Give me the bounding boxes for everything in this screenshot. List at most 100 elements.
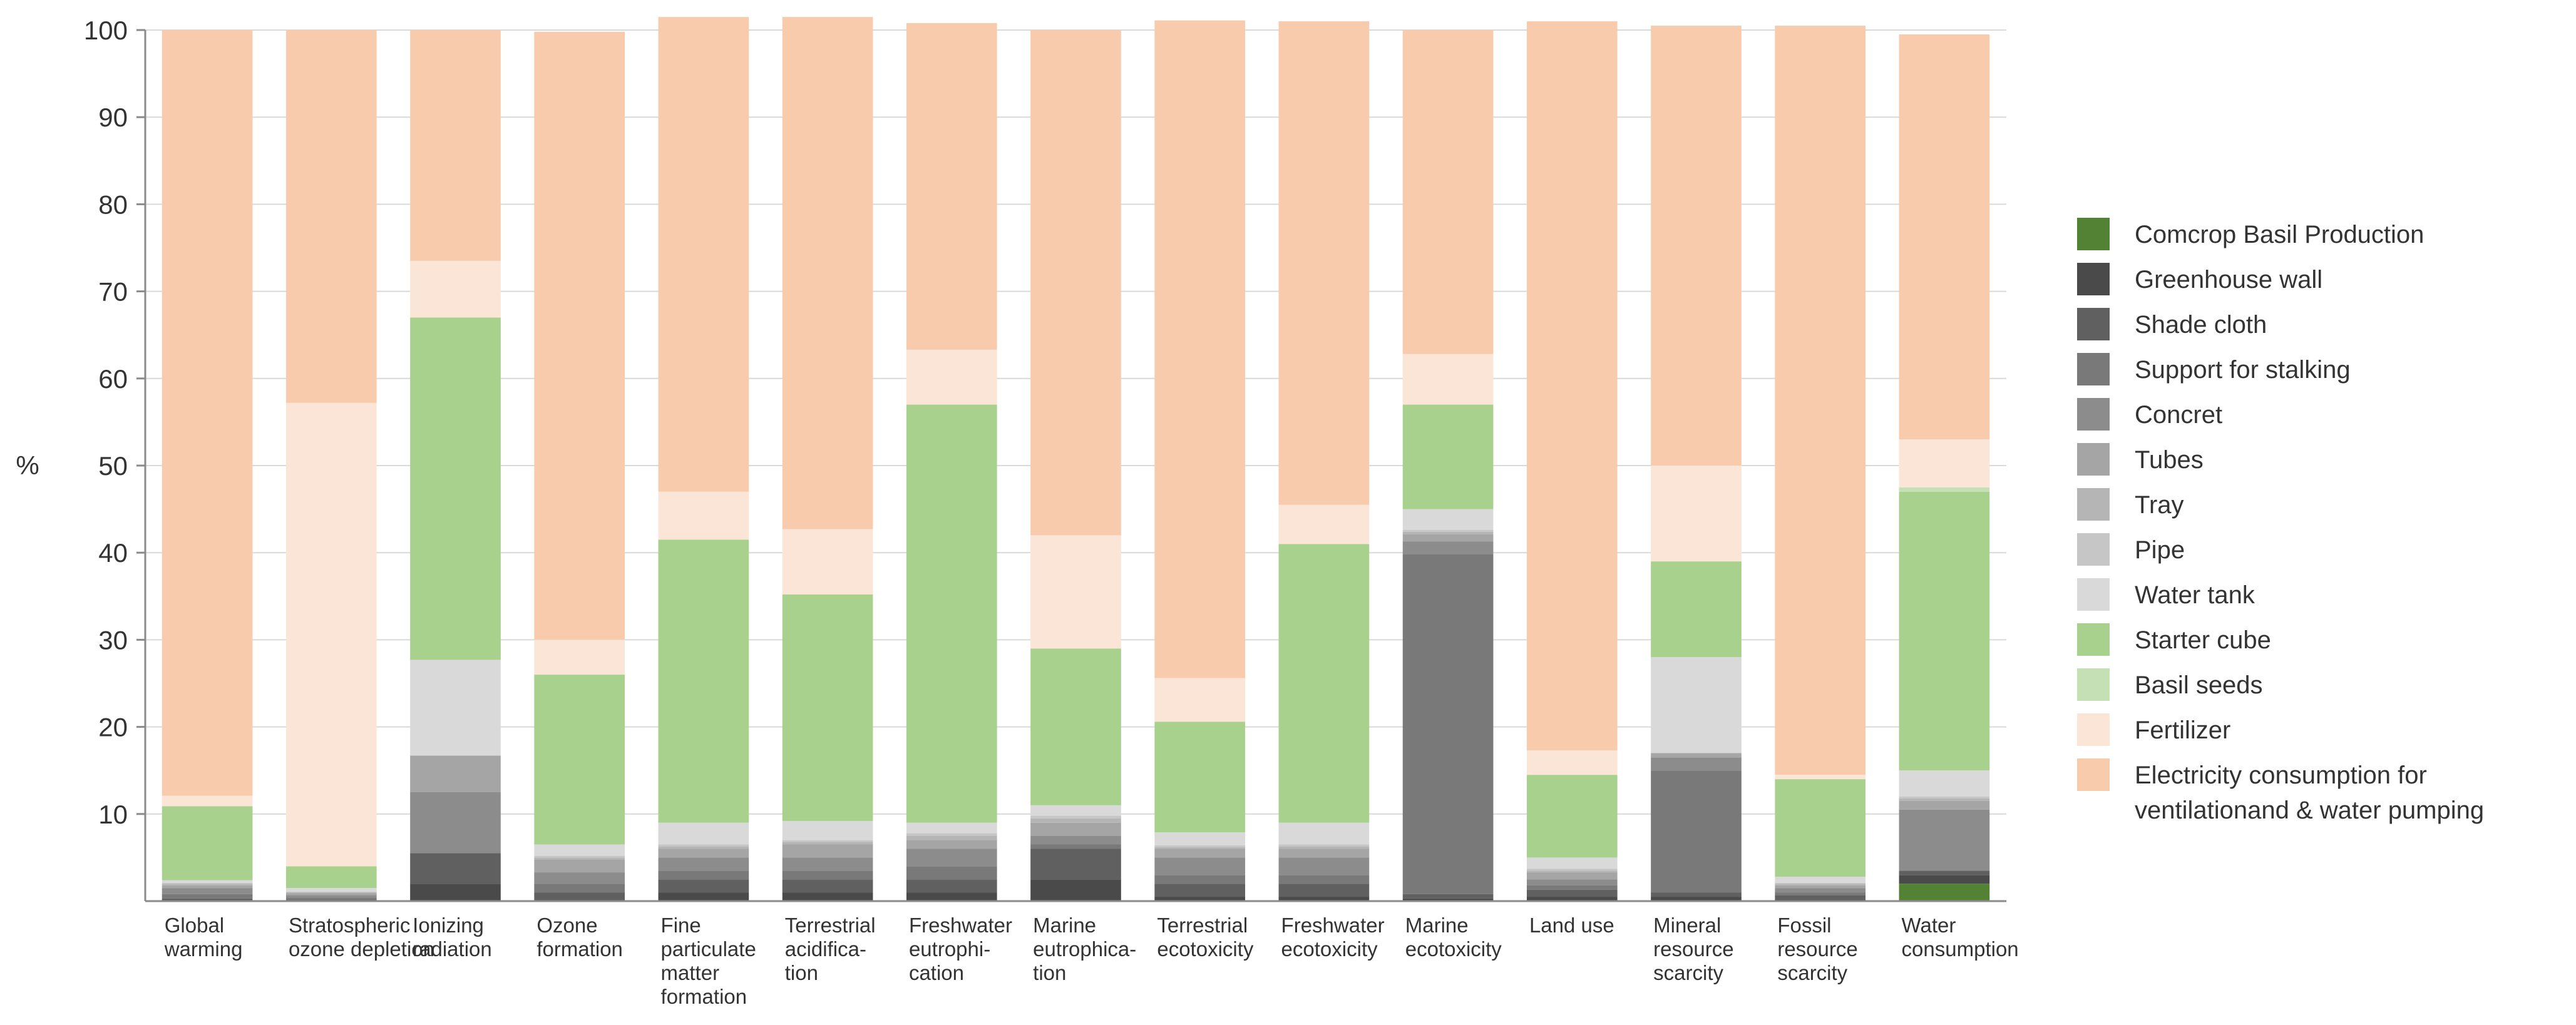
bar-segment xyxy=(1278,846,1370,849)
bar-segment xyxy=(1899,875,1990,884)
bar-segment xyxy=(1526,897,1618,901)
bar-segment xyxy=(1402,530,1494,532)
bar-segment xyxy=(1030,849,1121,880)
x-category-label: Freshwater eutrophi-cation xyxy=(909,914,1012,984)
bar-segment xyxy=(1154,875,1246,884)
bar-segment xyxy=(658,857,749,871)
bar-segment xyxy=(410,317,501,660)
legend-swatch xyxy=(2077,263,2110,295)
bar-segment xyxy=(782,842,873,845)
bar-segment xyxy=(1030,818,1121,823)
bar-segment xyxy=(162,894,253,899)
legend-swatch xyxy=(2077,578,2110,611)
bar-segment xyxy=(534,872,625,884)
bar-segment xyxy=(1402,30,1494,354)
bar-segment xyxy=(782,870,873,880)
legend-label: Support for stalking xyxy=(2135,356,2351,384)
bar-segment xyxy=(1526,870,1618,873)
bar-segment xyxy=(1899,809,1990,871)
bar-segment xyxy=(534,892,625,901)
bar-segment xyxy=(782,857,873,871)
bar-segment xyxy=(1278,822,1370,845)
bar-segment xyxy=(162,888,253,894)
bar-segment xyxy=(1154,897,1246,901)
bar-segment xyxy=(1030,30,1121,536)
x-category-label: Terrestrial ecotoxicity xyxy=(1157,914,1254,961)
bar-segment xyxy=(534,675,625,845)
y-tick-label: 40 xyxy=(98,538,128,568)
bar-segment xyxy=(906,866,997,880)
bar-segment xyxy=(410,30,501,261)
bar-segment xyxy=(285,895,377,898)
x-category-label: Fine particulate matter formation xyxy=(661,914,756,1008)
bar-segment xyxy=(1526,872,1618,880)
legend-label: Pipe xyxy=(2135,536,2185,564)
bar-segment xyxy=(1775,779,1866,877)
bar-segment xyxy=(1775,888,1866,893)
bar-segment xyxy=(1402,554,1494,894)
bar-segment xyxy=(1775,775,1866,780)
bar-segment xyxy=(1030,648,1121,805)
bar-segment xyxy=(782,892,873,901)
bar-segment xyxy=(1154,722,1246,833)
bar-segment xyxy=(1775,895,1866,900)
bar-segment xyxy=(1526,879,1618,885)
bar-segment xyxy=(1154,845,1246,847)
bar-segment xyxy=(906,892,997,901)
bar-segment xyxy=(1651,26,1742,466)
x-category-label: Terrestrial acidifica-tion xyxy=(785,914,876,984)
bar-segment xyxy=(1526,21,1618,751)
bar-segment xyxy=(906,833,997,836)
y-tick-label: 90 xyxy=(98,103,128,132)
bar-segment xyxy=(285,892,377,894)
bar-segment xyxy=(1651,657,1742,753)
bar-segment xyxy=(285,888,377,892)
bar-segment xyxy=(1278,504,1370,544)
bar-segment xyxy=(1899,770,1990,797)
bar-segment xyxy=(534,640,625,675)
bar-segment xyxy=(906,879,997,893)
x-category-label: Ionizing radiation xyxy=(413,914,492,961)
bar-segment xyxy=(1278,857,1370,875)
bar-segment xyxy=(410,260,501,318)
bar-segment xyxy=(782,820,873,840)
bar-segment xyxy=(1651,897,1742,901)
bar-segment xyxy=(1278,884,1370,897)
bar-segment xyxy=(410,792,501,854)
y-axis-title: % xyxy=(16,451,39,480)
legend-label: Electricity consumption for ventilationan… xyxy=(2135,762,2484,824)
legend-label: Comcrop Basil Production xyxy=(2135,221,2424,248)
bar-segment xyxy=(1154,849,1246,858)
bar-segment xyxy=(906,849,997,867)
bar-segment xyxy=(410,853,501,884)
bar-segment xyxy=(1899,870,1990,875)
legend-swatch xyxy=(2077,353,2110,385)
bar-segment xyxy=(285,30,377,403)
bar-segment xyxy=(906,840,997,849)
bar-segment xyxy=(1526,869,1618,871)
bar-segment xyxy=(1154,884,1246,897)
legend-label: Concret xyxy=(2135,401,2222,429)
bar-segment xyxy=(1526,885,1618,890)
y-tick-label: 80 xyxy=(98,190,128,219)
bar-segment xyxy=(1402,534,1494,542)
bar-segment xyxy=(1278,875,1370,884)
bar-segment xyxy=(1154,857,1246,875)
legend-label: Starter cube xyxy=(2135,626,2271,654)
bar-segment xyxy=(658,849,749,858)
bar-segment xyxy=(782,17,873,529)
bar-segment xyxy=(410,755,501,792)
bar-segment xyxy=(285,402,377,867)
bar-segment xyxy=(1278,844,1370,847)
legend-swatch xyxy=(2077,623,2110,656)
bar-segment xyxy=(782,529,873,595)
bar-segment xyxy=(906,23,997,350)
x-category-label: Global warming xyxy=(164,914,243,961)
bar-segment xyxy=(285,893,377,895)
bar-segment xyxy=(1899,491,1990,771)
bar-segment xyxy=(782,879,873,893)
x-category-label: Marine ecotoxicity xyxy=(1405,914,1502,961)
legend-swatch xyxy=(2077,488,2110,521)
bar-segment xyxy=(162,806,253,880)
legend-swatch xyxy=(2077,218,2110,250)
